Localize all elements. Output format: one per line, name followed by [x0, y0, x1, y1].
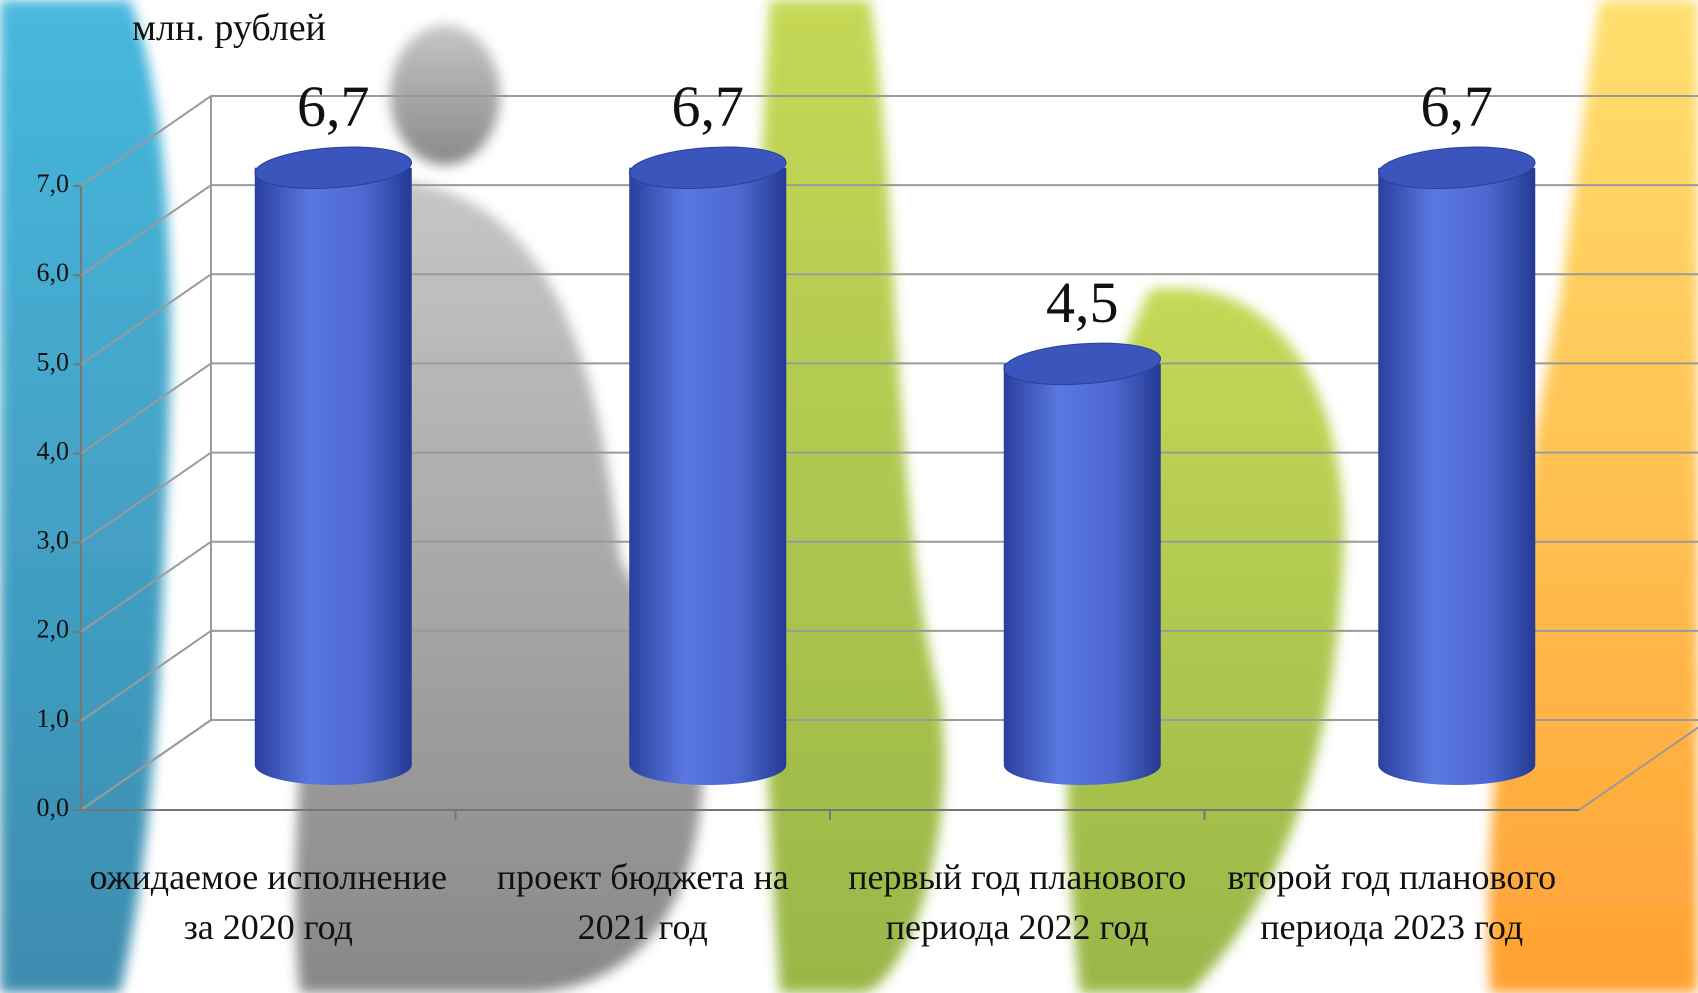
cylinder [628, 142, 787, 785]
cylinder-body [629, 168, 786, 785]
cylinder-body [1378, 168, 1535, 785]
x-tick-label: второй год планового периода 2023 год [1212, 852, 1572, 952]
value-label: 6,7 [1421, 74, 1494, 139]
value-label: 6,7 [672, 74, 745, 139]
value-label: 4,5 [1046, 270, 1119, 335]
cylinder [1377, 142, 1536, 785]
axis-unit-label: млн. рублей [132, 6, 326, 50]
y-tick-label: 1,0 [37, 704, 70, 733]
page: 0,0 1,0 2,0 3,0 4,0 5,0 6,0 7,0 6,7 6,7 4,5 6,7 млн… [0, 0, 1698, 993]
y-tick-label: 3,0 [37, 526, 70, 555]
cylinder [1003, 338, 1162, 785]
x-tick-label: ожидаемое исполнение за 2020 год [88, 852, 448, 952]
y-tick-label: 0,0 [37, 793, 70, 822]
y-tick-label: 6,0 [37, 258, 70, 287]
cylinder [254, 142, 413, 785]
y-tick-label: 5,0 [37, 347, 70, 376]
x-tick-label: проект бюджета на 2021 год [463, 852, 823, 952]
cylinder-body [1004, 364, 1161, 785]
x-tick-label: первый год планового периода 2022 год [837, 852, 1197, 952]
y-tick-label: 2,0 [37, 615, 70, 644]
cylinder-body [255, 168, 412, 785]
value-label: 6,7 [297, 74, 370, 139]
chart: 0,0 1,0 2,0 3,0 4,0 5,0 6,0 7,0 6,7 6,7 4,5 6,7 [0, 0, 1698, 993]
y-tick-label: 4,0 [37, 436, 70, 465]
y-tick-label: 7,0 [37, 169, 70, 198]
